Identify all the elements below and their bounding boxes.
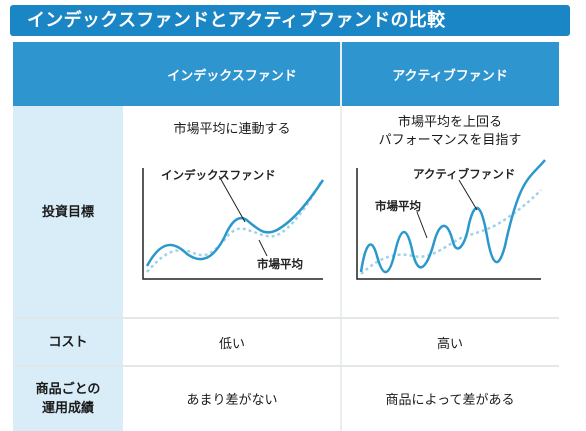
active-objective-cell: 市場平均を上回る パフォーマンスを目指す アクティブファンド 市場平均 — [341, 106, 559, 318]
active-fund-line — [359, 159, 546, 274]
index-chart-label-fund: インデックスファンド — [161, 168, 276, 182]
active-objective-text-line2: パフォーマンスを目指す — [378, 133, 522, 148]
index-objective-cell: 市場平均に連動する インデックスファンド 市場平均 — [123, 106, 341, 318]
header-index-fund: インデックスファンド — [123, 42, 341, 106]
page-title: インデックスファンドとアクティブファンドの比較 — [27, 10, 446, 31]
active-performance-cell: 商品によって差がある — [341, 366, 559, 431]
index-market-pointer — [258, 239, 268, 257]
active-chart: アクティブファンド 市場平均 — [356, 159, 546, 280]
active-market-pointer — [416, 211, 428, 239]
row-label-cost: コスト — [13, 318, 123, 366]
active-objective-text: 市場平均を上回る パフォーマンスを目指す — [341, 114, 559, 150]
active-fund-pointer — [458, 179, 478, 211]
active-chart-axes — [356, 168, 541, 280]
row-divider-2 — [13, 365, 559, 367]
active-market-average-line — [360, 189, 542, 275]
index-chart-label-market: 市場平均 — [257, 257, 303, 271]
index-objective-text: 市場平均に連動する — [173, 122, 291, 137]
header-empty-cell — [13, 42, 123, 106]
index-cost-cell: 低い — [123, 318, 341, 366]
row-label-performance-line2: 運用成績 — [41, 400, 94, 416]
index-chart-axes — [142, 168, 323, 280]
title-bar: インデックスファンドとアクティブファンドの比較 — [10, 5, 570, 36]
index-fund-pointer — [218, 175, 246, 223]
index-performance-cell: あまり差がない — [123, 366, 341, 431]
row-label-performance-line1: 商品ごとの — [35, 381, 101, 397]
active-chart-label-fund: アクティブファンド — [413, 167, 515, 181]
index-fund-line — [145, 179, 325, 267]
comparison-table: インデックスファンド アクティブファンド 投資目標 コスト 商品ごとの 運用成績… — [13, 42, 559, 431]
row-divider-1 — [13, 317, 559, 319]
index-chart: インデックスファンド 市場平均 — [142, 168, 325, 280]
active-objective-text-line1: 市場平均を上回る — [397, 115, 502, 130]
index-market-average-line — [146, 181, 323, 273]
active-cost-cell: 高い — [341, 318, 559, 366]
row-label-objective: 投資目標 — [13, 106, 123, 318]
active-chart-label-market: 市場平均 — [375, 199, 421, 213]
column-divider — [340, 42, 342, 431]
header-active-fund: アクティブファンド — [341, 42, 559, 106]
row-label-performance: 商品ごとの 運用成績 — [13, 366, 123, 431]
